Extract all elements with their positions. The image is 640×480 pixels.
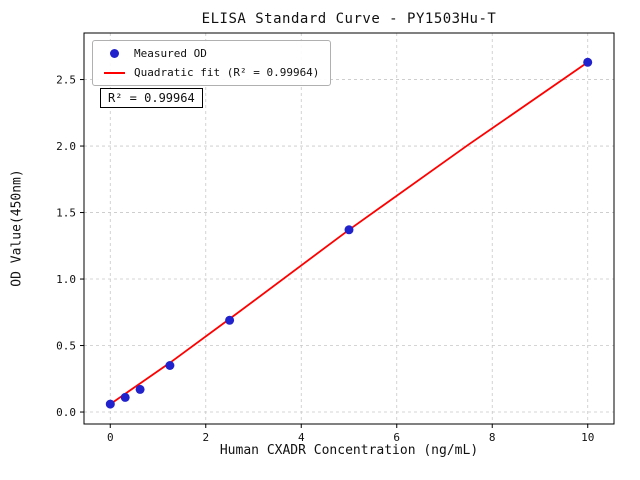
legend-entry-measured-od: Measured OD [104, 47, 319, 60]
data-point [165, 361, 175, 370]
legend-label: Measured OD [134, 47, 207, 60]
legend-label: Quadratic fit (R² = 0.99964) [134, 66, 320, 79]
plot-border [83, 32, 615, 425]
y-tick-label: 1.5 [56, 207, 76, 220]
data-point [135, 384, 145, 394]
y-tick-label: 0.5 [56, 340, 76, 353]
x-tick-label: 0 [107, 431, 114, 444]
data-point [344, 225, 354, 235]
data-point [120, 392, 130, 402]
fit-line [109, 61, 589, 405]
x-tick-label: 2 [202, 431, 209, 444]
legend-line-marker-icon [104, 71, 125, 74]
y-tick-label: 2.0 [56, 140, 76, 153]
data-point [105, 399, 115, 409]
y-tick-label: 2.5 [56, 74, 76, 87]
data-point [583, 57, 593, 67]
x-tick-label: 4 [298, 431, 305, 444]
x-tick-label: 6 [393, 431, 400, 444]
x-axis-label: Human CXADR Concentration (ng/mL) [219, 443, 479, 458]
r-squared-annotation: R² = 0.99964 [100, 88, 203, 108]
x-tick-label: 10 [581, 431, 594, 444]
data-point [225, 315, 235, 325]
legend-entry-quadratic-fit: Quadratic fit (R² = 0.99964) [104, 66, 319, 79]
chart-title: ELISA Standard Curve - PY1503Hu-T [201, 11, 497, 27]
x-tick-label: 8 [489, 431, 496, 444]
y-axis-label: OD Value(450nm) [9, 169, 25, 287]
legend: Measured OD Quadratic fit (R² = 0.99964) [92, 40, 332, 86]
legend-point-marker-icon [110, 49, 119, 58]
y-tick-label: 0.0 [56, 406, 76, 419]
y-tick-label: 1.0 [56, 273, 76, 286]
